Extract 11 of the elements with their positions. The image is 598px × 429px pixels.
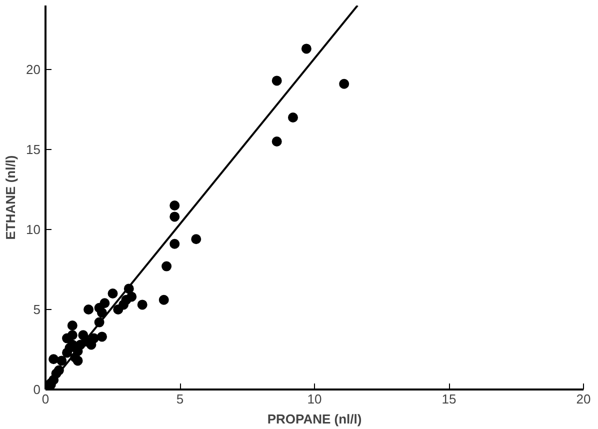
x-tick-label: 15 xyxy=(442,392,456,406)
y-tick-label: 10 xyxy=(26,222,41,237)
x-tick-label: 20 xyxy=(576,392,591,406)
y-tick-label: 20 xyxy=(26,62,41,77)
y-axis-title: ETHANE (nl/l) xyxy=(3,155,18,240)
y-tick-label: 15 xyxy=(26,142,41,157)
x-axis-title: PROPANE (nl/l) xyxy=(267,412,362,426)
y-tick-label: 5 xyxy=(33,302,41,317)
y-tick-label: 0 xyxy=(33,382,41,397)
x-tick-label: 5 xyxy=(176,392,184,406)
x-tick-label: 10 xyxy=(307,392,322,406)
